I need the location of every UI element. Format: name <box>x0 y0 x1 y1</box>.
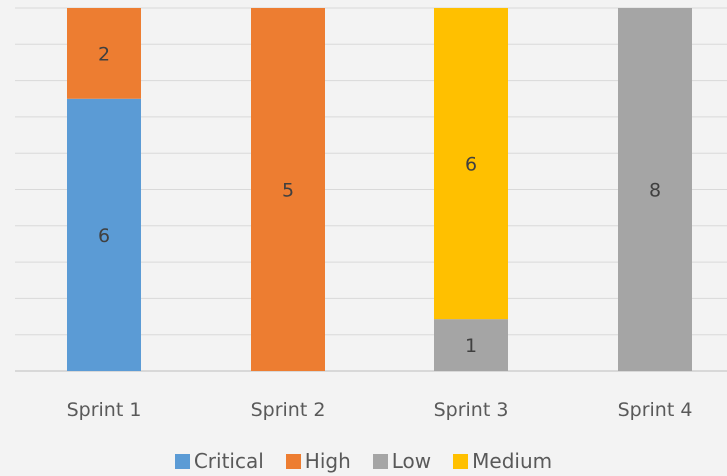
bar-segment-high-2[interactable] <box>251 8 325 371</box>
data-labels: 6 2 5 1 6 8 <box>98 43 661 357</box>
legend-item-high[interactable]: High <box>285 449 351 473</box>
legend-swatch <box>453 453 469 469</box>
legend-item-medium[interactable]: Medium <box>453 449 552 473</box>
x-tick-label: Sprint 3 <box>434 399 509 421</box>
data-label: 6 <box>465 154 477 176</box>
legend-swatch <box>372 453 388 469</box>
x-axis-tick-labels: Sprint 1 Sprint 2 Sprint 3 Sprint 4 <box>67 399 693 421</box>
x-tick-label: Sprint 4 <box>618 399 693 421</box>
bar-segment-high-1[interactable] <box>67 8 141 99</box>
bar-segment-medium-3[interactable] <box>434 8 508 320</box>
x-tick-label: Sprint 1 <box>67 399 142 421</box>
legend-item-low[interactable]: Low <box>372 449 432 473</box>
bars <box>67 8 692 371</box>
legend-item-critical[interactable]: Critical <box>174 449 264 473</box>
legend-label: Low <box>391 449 432 473</box>
data-label: 2 <box>98 43 110 65</box>
legend-label: Medium <box>472 449 553 473</box>
legend-swatch <box>285 453 301 469</box>
bar-segment-critical-1[interactable] <box>67 98 141 371</box>
data-label: 6 <box>98 225 110 247</box>
legend-label: Critical <box>193 449 264 473</box>
data-label: 1 <box>465 335 477 357</box>
legend: Critical High Low Medium <box>0 449 727 473</box>
data-label: 5 <box>282 180 294 202</box>
legend-swatch <box>174 453 190 469</box>
legend-label: High <box>304 449 351 473</box>
data-label: 8 <box>649 180 661 202</box>
bar-segment-low-3[interactable] <box>434 319 508 371</box>
x-tick-label: Sprint 2 <box>251 399 326 421</box>
bar-segment-low-4[interactable] <box>618 8 692 371</box>
